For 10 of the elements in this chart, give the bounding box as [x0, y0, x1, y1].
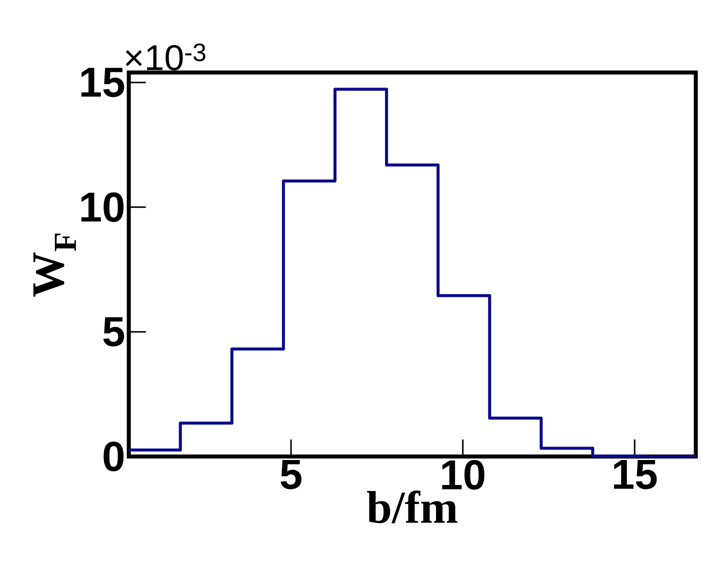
- y-tick-label: 15: [81, 68, 124, 98]
- x-axis-title: b/fm: [367, 490, 458, 524]
- y-axis-title: W$_{F}$: [33, 234, 76, 297]
- text: ×10$^{-3}$: [126, 43, 206, 70]
- x-tick-label: 5: [280, 460, 302, 490]
- y-tick-label: 5: [103, 317, 124, 346]
- y-tick-label: 0: [104, 442, 124, 472]
- y-tick-label: 10: [81, 192, 124, 222]
- x-tick-label: 10: [442, 460, 484, 490]
- x-tick-label: 15: [614, 460, 657, 490]
